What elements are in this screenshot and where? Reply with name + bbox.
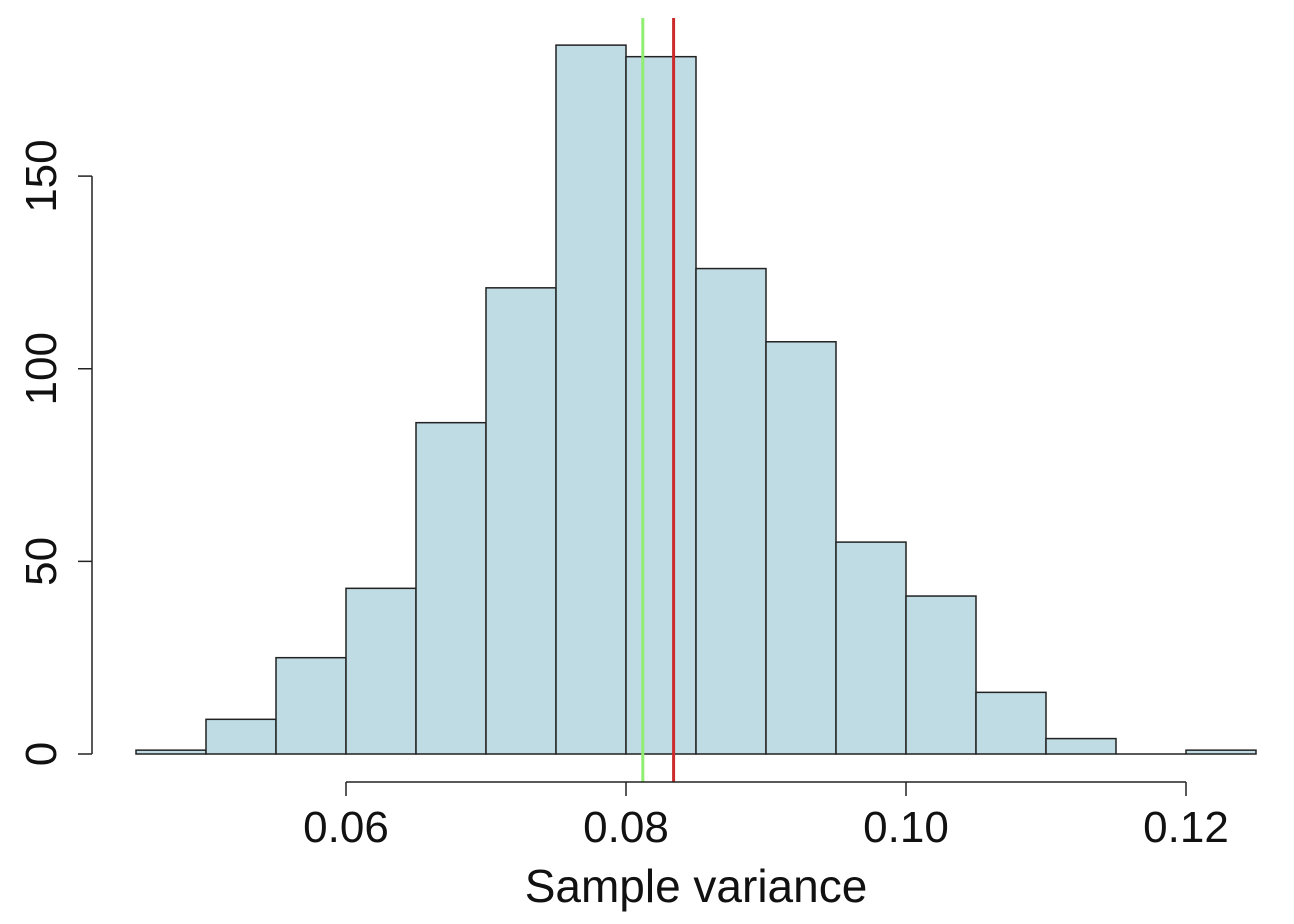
y-tick-label: 0 [17, 742, 66, 766]
histogram-bar [485, 287, 557, 755]
x-axis-label: Sample variance [525, 860, 868, 912]
histogram-bar [695, 267, 767, 755]
histogram-bar [205, 718, 277, 755]
histogram-bar [275, 656, 347, 755]
x-tick-label: 0.12 [1143, 803, 1229, 852]
histogram-bar [555, 44, 627, 755]
histogram-bar [135, 749, 207, 755]
x-tick-label: 0.08 [583, 803, 669, 852]
histogram-bars [135, 44, 1257, 755]
y-axis: 0 50 100 150 [17, 139, 93, 766]
y-tick-label: 150 [17, 139, 66, 212]
histogram-bar [1045, 737, 1117, 755]
x-tick-label: 0.10 [863, 803, 949, 852]
y-tick-label: 100 [17, 332, 66, 405]
y-tick-label: 50 [17, 537, 66, 586]
histogram-bar [975, 691, 1047, 755]
x-axis: 0.06 0.08 0.10 0.12 [303, 781, 1229, 852]
histogram-bar [345, 587, 417, 755]
reference-lines [641, 18, 676, 782]
histogram-bar [415, 421, 487, 755]
histogram-bar [765, 341, 837, 755]
x-tick-label: 0.06 [303, 803, 389, 852]
histogram-bar [1185, 749, 1257, 755]
histogram-bar [835, 541, 907, 755]
histogram-bar [905, 595, 977, 755]
histogram-bar [625, 55, 697, 755]
